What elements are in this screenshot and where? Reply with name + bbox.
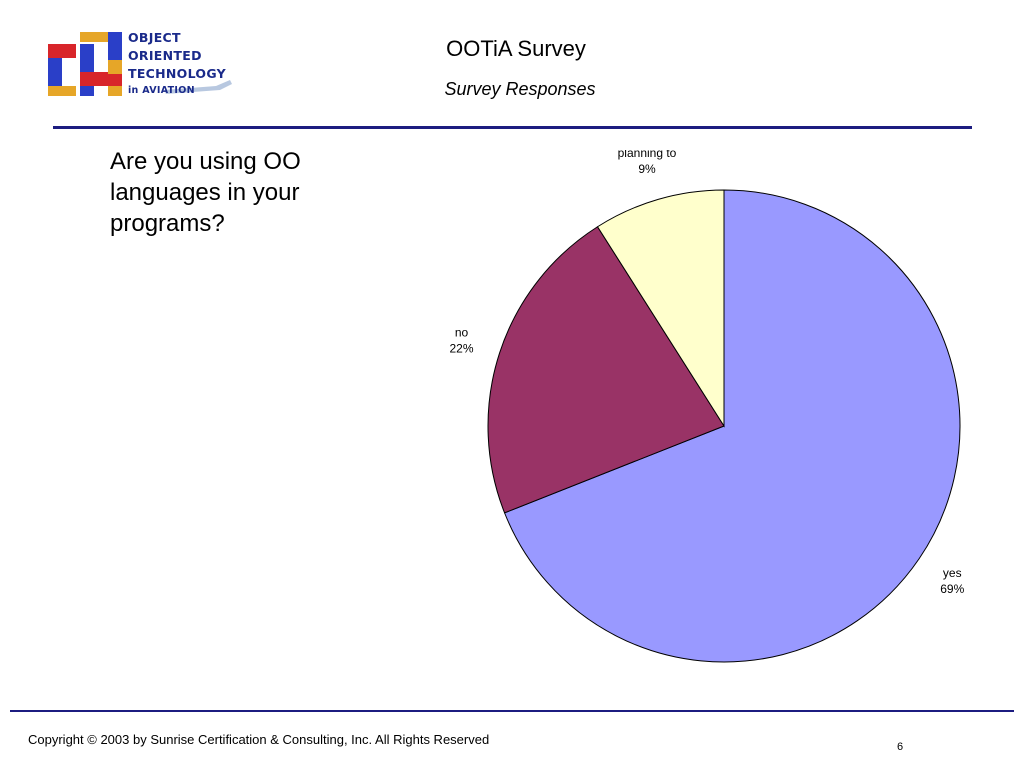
slice-label: yes: [943, 566, 962, 580]
page-number: 6: [897, 741, 904, 753]
question-text: Are you using OO languages in your progr…: [110, 148, 301, 237]
logo-line-2: ORIENTED: [128, 48, 202, 63]
slide-subtitle-text: Survey Responses: [444, 79, 596, 99]
pie-slice-planning-to: [596, 189, 725, 428]
footer-divider: [10, 710, 1014, 712]
slide-title: OOTiA Survey: [0, 36, 1024, 62]
slice-percent-label: 22%: [449, 342, 473, 356]
pie-slice-yes: [503, 189, 961, 663]
slice-label: planning to: [618, 150, 677, 160]
slide-subtitle: Survey Responses: [0, 79, 1024, 100]
pie-chart: yes 69% no 22% planning to 9%: [449, 150, 965, 663]
header-divider: [53, 126, 972, 129]
logo-line-3: TECHNOLOGY: [128, 66, 226, 81]
slice-percent-label: 9%: [638, 162, 656, 176]
logo-line-4: in AVIATION: [128, 85, 195, 96]
slice-percent-label: 69%: [940, 582, 964, 596]
slide-title-text: OOTiA Survey: [446, 36, 586, 61]
copyright-footer: Copyright © 2003 by Sunrise Certificatio…: [28, 732, 490, 747]
logo: OBJECT ORIENTED TECHNOLOGY in AVIATION: [46, 30, 232, 100]
logo-line-1: OBJECT: [128, 30, 181, 45]
logo-blocks: [48, 32, 232, 96]
slice-label: no: [455, 326, 469, 340]
pie-slice-no: [487, 226, 725, 514]
